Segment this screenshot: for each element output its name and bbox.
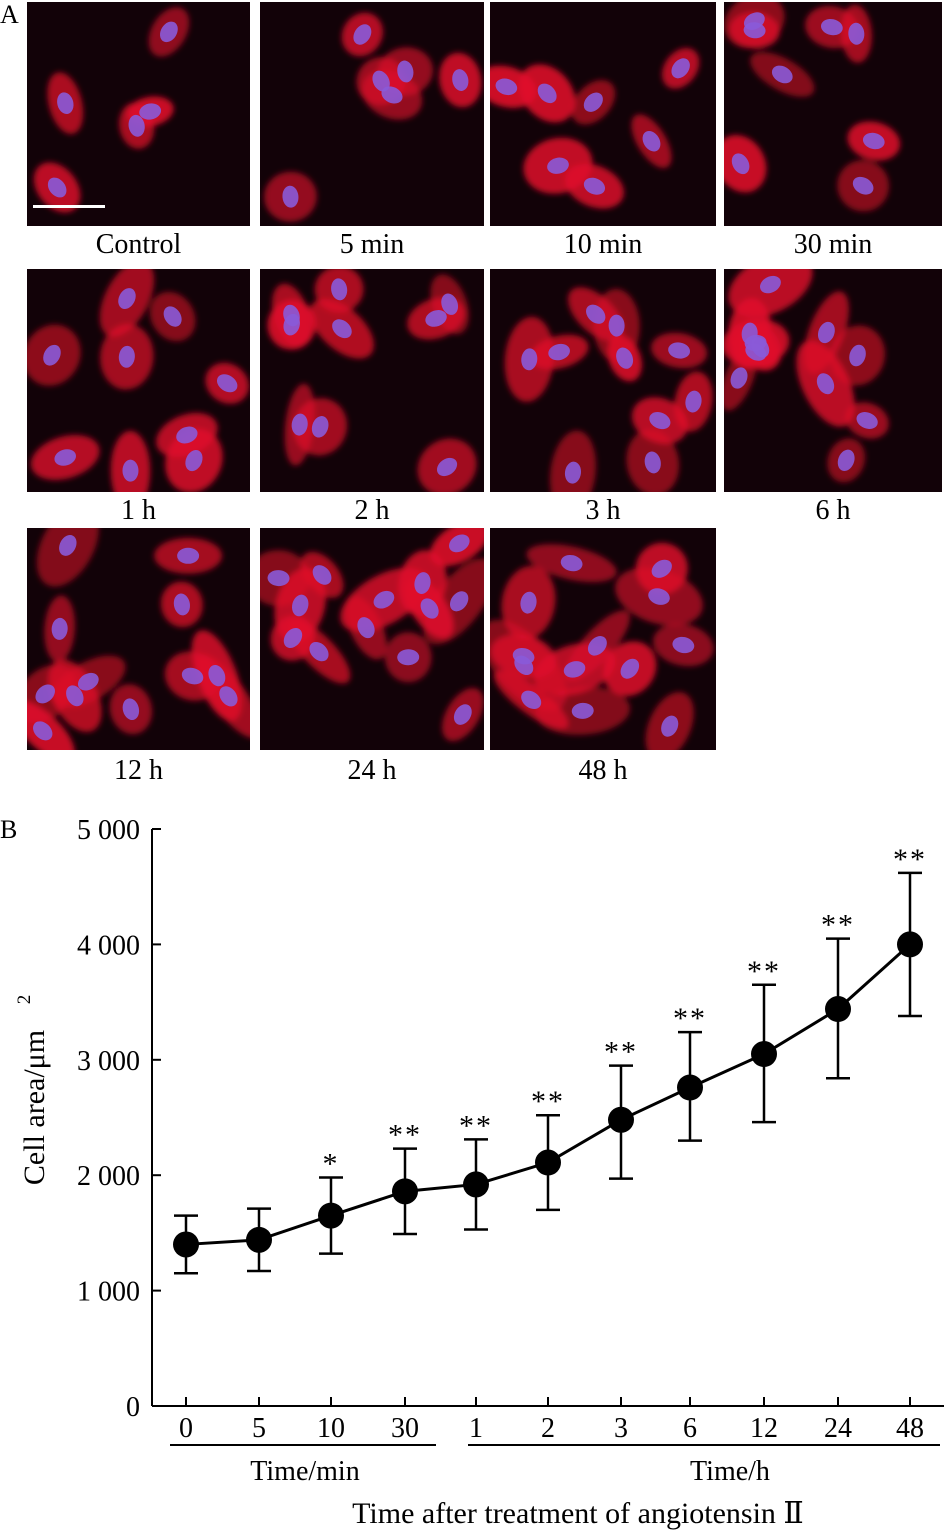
y-axis-label-superscript: 2 — [14, 995, 35, 1005]
micrograph-caption: 2 h — [354, 495, 390, 526]
data-point — [535, 1149, 561, 1176]
micrograph-image — [724, 269, 942, 492]
scale-bar — [33, 205, 105, 208]
micrograph-caption: 24 h — [347, 755, 397, 786]
data-point — [463, 1171, 489, 1198]
micrograph-image — [27, 2, 250, 226]
x-tick-label: 6 — [683, 1413, 697, 1444]
micrograph-image — [490, 2, 716, 226]
y-tick-label: 0 — [126, 1392, 140, 1423]
micrograph-image — [490, 528, 716, 750]
x-group-label: Time/min — [250, 1456, 359, 1487]
y-tick-label: 5 000 — [77, 815, 140, 846]
significance-marker: ** — [673, 1002, 707, 1035]
x-tick-label: 1 — [469, 1413, 483, 1444]
y-tick-label: 2 000 — [77, 1161, 140, 1192]
x-group-label: Time/h — [690, 1456, 770, 1487]
significance-marker: ** — [388, 1119, 422, 1152]
x-tick-label: 2 — [541, 1413, 555, 1444]
data-point — [246, 1226, 272, 1253]
micrograph-image — [27, 269, 250, 492]
significance-marker: ** — [821, 909, 855, 942]
micrograph-caption: 10 min — [563, 229, 643, 260]
panel-label-b: B — [0, 815, 18, 844]
x-tick-label: 10 — [317, 1413, 345, 1444]
y-axis-label: Cell area/μm — [18, 1030, 51, 1185]
x-tick-label: 3 — [614, 1413, 628, 1444]
x-tick-label: 0 — [179, 1413, 193, 1444]
data-point — [173, 1231, 199, 1258]
significance-marker: ** — [747, 955, 781, 988]
micrograph-caption: 5 min — [339, 229, 405, 260]
significance-marker: ** — [893, 843, 927, 876]
x-tick-label: 12 — [750, 1413, 778, 1444]
x-tick-label: 30 — [391, 1413, 419, 1444]
x-tick-label: 24 — [824, 1413, 852, 1444]
micrograph-caption: 12 h — [114, 755, 163, 786]
micrograph-image — [724, 2, 942, 226]
x-tick-label: 48 — [896, 1413, 924, 1444]
micrograph-image — [490, 269, 716, 492]
micrograph-caption: Control — [95, 229, 182, 260]
significance-marker: ** — [531, 1085, 565, 1118]
y-tick-label: 4 000 — [77, 930, 140, 961]
data-point — [608, 1106, 634, 1133]
micrograph-image — [260, 528, 484, 750]
significance-marker: * — [323, 1148, 340, 1181]
data-point — [677, 1074, 703, 1101]
significance-marker: ** — [459, 1109, 493, 1142]
panel-label-a: A — [0, 0, 19, 29]
micrograph-caption: 1 h — [121, 495, 156, 526]
micrograph-caption: 48 h — [578, 755, 628, 786]
x-axis-label: Time after treatment of angiotensin Ⅱ — [352, 1497, 804, 1530]
y-tick-label: 3 000 — [77, 1046, 140, 1077]
micrograph-image — [260, 269, 484, 492]
micrograph-image — [260, 2, 484, 226]
data-point — [751, 1041, 777, 1068]
cell-area-chart: 0 1 000 2 000 3 000 4 000 5 000 Cell area/μm 2 0… — [14, 815, 944, 1530]
micrograph-caption: 6 h — [815, 495, 851, 526]
significance-marker: ** — [604, 1036, 638, 1069]
data-point — [897, 931, 923, 958]
micrograph-caption: 3 h — [585, 495, 621, 526]
micrograph-image — [27, 528, 250, 750]
data-point — [392, 1178, 418, 1205]
data-point — [825, 996, 851, 1023]
x-tick-label: 5 — [252, 1413, 266, 1444]
micrograph-caption: 30 min — [793, 229, 873, 260]
y-tick-label: 1 000 — [77, 1277, 140, 1308]
data-point — [318, 1202, 344, 1229]
